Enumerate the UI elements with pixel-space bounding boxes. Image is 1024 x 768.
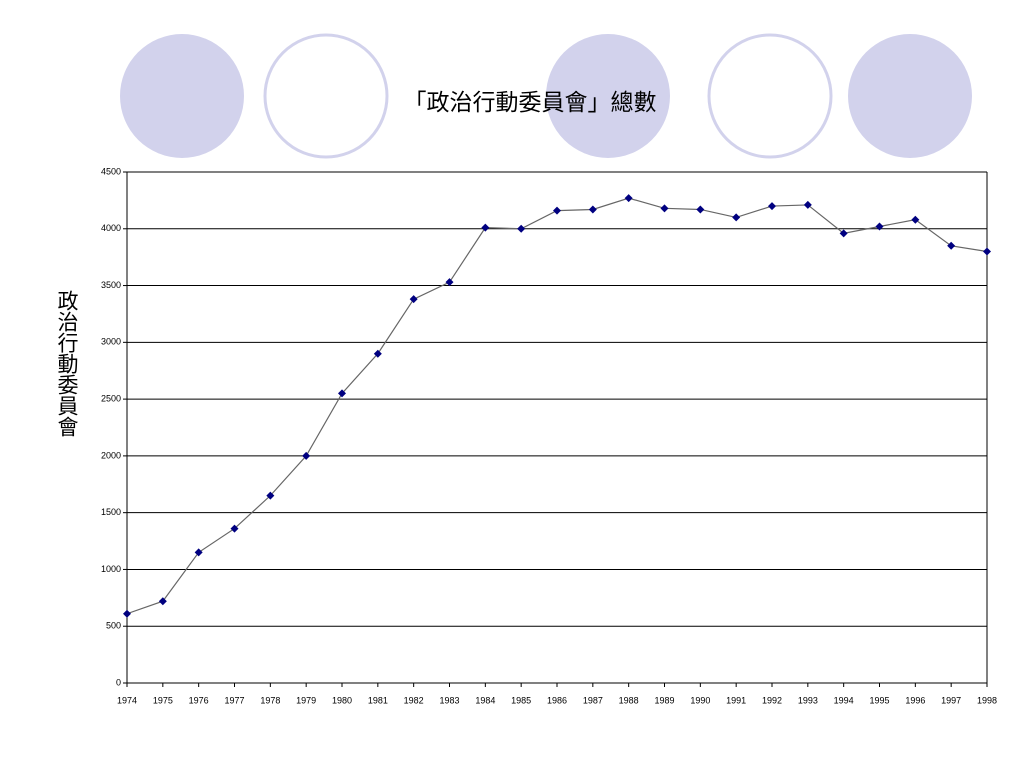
x-tick-label: 1978: [260, 695, 280, 705]
x-tick-label: 1975: [153, 695, 173, 705]
x-tick-label: 1987: [583, 695, 603, 705]
x-tick-label: 1985: [511, 695, 531, 705]
data-point: [302, 451, 311, 460]
x-tick-label: 1979: [296, 695, 316, 705]
chart-title: 「政治行動委員會」總數: [404, 90, 657, 116]
data-point: [624, 194, 633, 203]
y-tick-label: 2000: [101, 450, 121, 460]
x-tick-label: 1994: [834, 695, 854, 705]
data-point: [732, 213, 741, 222]
x-tick-label: 1982: [404, 695, 424, 705]
y-tick-label: 1500: [101, 507, 121, 517]
data-point: [911, 215, 920, 224]
x-tick-label: 1980: [332, 695, 352, 705]
y-tick-label: 1000: [101, 564, 121, 574]
data-point: [875, 222, 884, 231]
x-tick-label: 1983: [439, 695, 459, 705]
x-tick-label: 1981: [368, 695, 388, 705]
data-point: [696, 205, 705, 214]
data-point: [230, 524, 239, 533]
data-point: [839, 229, 848, 238]
x-tick-label: 1974: [117, 695, 137, 705]
y-axis-label: 政治行動委員會: [55, 290, 79, 437]
decor-circle: [707, 33, 833, 159]
decor-circle: [263, 33, 389, 159]
x-tick-label: 1998: [977, 695, 997, 705]
x-tick-label: 1988: [619, 695, 639, 705]
x-tick-label: 1991: [726, 695, 746, 705]
x-tick-label: 1990: [690, 695, 710, 705]
x-tick-label: 1984: [475, 695, 495, 705]
x-tick-label: 1993: [798, 695, 818, 705]
y-tick-label: 4500: [101, 166, 121, 176]
data-point: [158, 597, 167, 606]
y-tick-label: 4000: [101, 223, 121, 233]
series-line: [126, 197, 988, 615]
data-point: [194, 548, 203, 557]
x-tick-label: 1986: [547, 695, 567, 705]
data-point: [517, 224, 526, 233]
x-tick-label: 1995: [869, 695, 889, 705]
x-tick-label: 1976: [189, 695, 209, 705]
data-point: [803, 200, 812, 209]
y-tick-label: 0: [116, 677, 121, 687]
x-tick-label: 1977: [224, 695, 244, 705]
x-tick-label: 1992: [762, 695, 782, 705]
x-tick-label: 1997: [941, 695, 961, 705]
data-point: [373, 349, 382, 358]
data-point: [983, 247, 991, 256]
data-point: [768, 202, 776, 211]
x-tick-label: 1996: [905, 695, 925, 705]
data-point: [481, 223, 490, 232]
data-point: [553, 206, 561, 215]
decor-circle: [546, 34, 670, 158]
data-point: [409, 295, 418, 304]
decor-circle: [120, 34, 244, 158]
y-tick-label: 2500: [101, 393, 121, 403]
y-tick-label: 500: [106, 621, 121, 631]
data-point: [660, 204, 669, 213]
data-point: [338, 389, 346, 398]
data-point: [445, 278, 454, 287]
data-point: [266, 491, 275, 500]
data-point: [588, 205, 597, 214]
y-tick-label: 3500: [101, 280, 121, 290]
decor-circle: [848, 34, 972, 158]
x-tick-label: 1989: [654, 695, 674, 705]
data-point: [947, 241, 956, 250]
data-point: [123, 609, 131, 618]
y-tick-label: 3000: [101, 337, 121, 347]
